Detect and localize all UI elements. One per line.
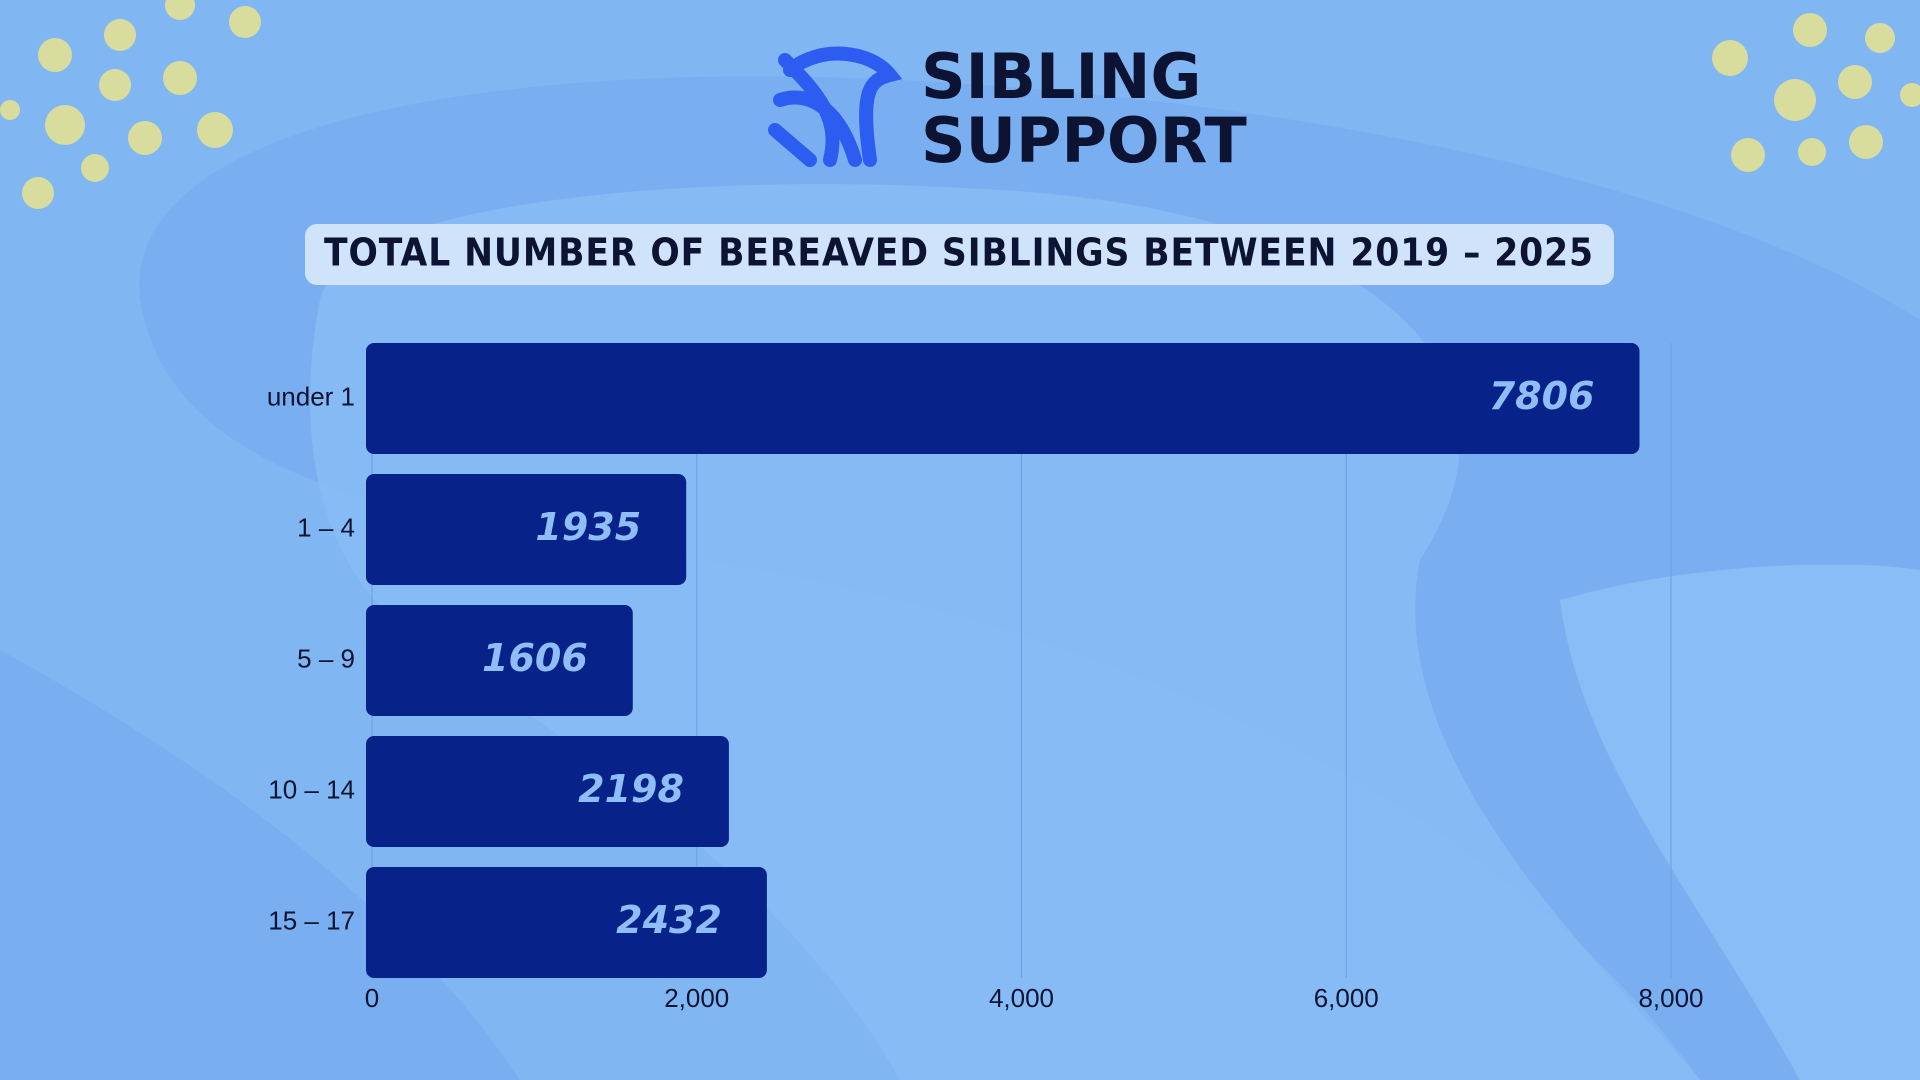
x-tick-label: 4,000 xyxy=(989,983,1054,1013)
y-tick-label: 1 – 4 xyxy=(297,512,355,542)
x-tick-label: 8,000 xyxy=(1638,983,1703,1013)
value-label: 2432 xyxy=(616,898,722,942)
bar xyxy=(366,474,687,585)
y-tick-label: 5 – 9 xyxy=(297,643,355,673)
bar xyxy=(366,343,1640,454)
value-label: 7806 xyxy=(1489,374,1595,418)
x-tick-label: 6,000 xyxy=(1314,983,1379,1013)
value-label: 2198 xyxy=(578,767,684,811)
y-tick-label: under 1 xyxy=(267,381,355,411)
value-label: 1935 xyxy=(535,505,641,549)
bar xyxy=(366,736,729,847)
chart-title: TOTAL NUMBER OF BEREAVED SIBLINGS BETWEE… xyxy=(324,231,1594,275)
x-tick-label: 0 xyxy=(365,983,379,1013)
y-tick-label: 10 – 14 xyxy=(268,774,355,804)
value-label: 1606 xyxy=(482,636,588,680)
x-tick-label: 2,000 xyxy=(664,983,729,1013)
y-tick-label: 15 – 17 xyxy=(268,905,355,935)
brand-name: SIBLING xyxy=(921,40,1201,113)
title-box xyxy=(305,224,1614,285)
bars: under 1 7806 1 – 4 1935 5 – 9 1606 10 – 14 2198… xyxy=(267,343,1640,978)
logo-icon xyxy=(768,46,903,167)
bar xyxy=(366,605,633,716)
brand-name: SUPPORT xyxy=(921,104,1247,177)
bar xyxy=(366,867,767,978)
